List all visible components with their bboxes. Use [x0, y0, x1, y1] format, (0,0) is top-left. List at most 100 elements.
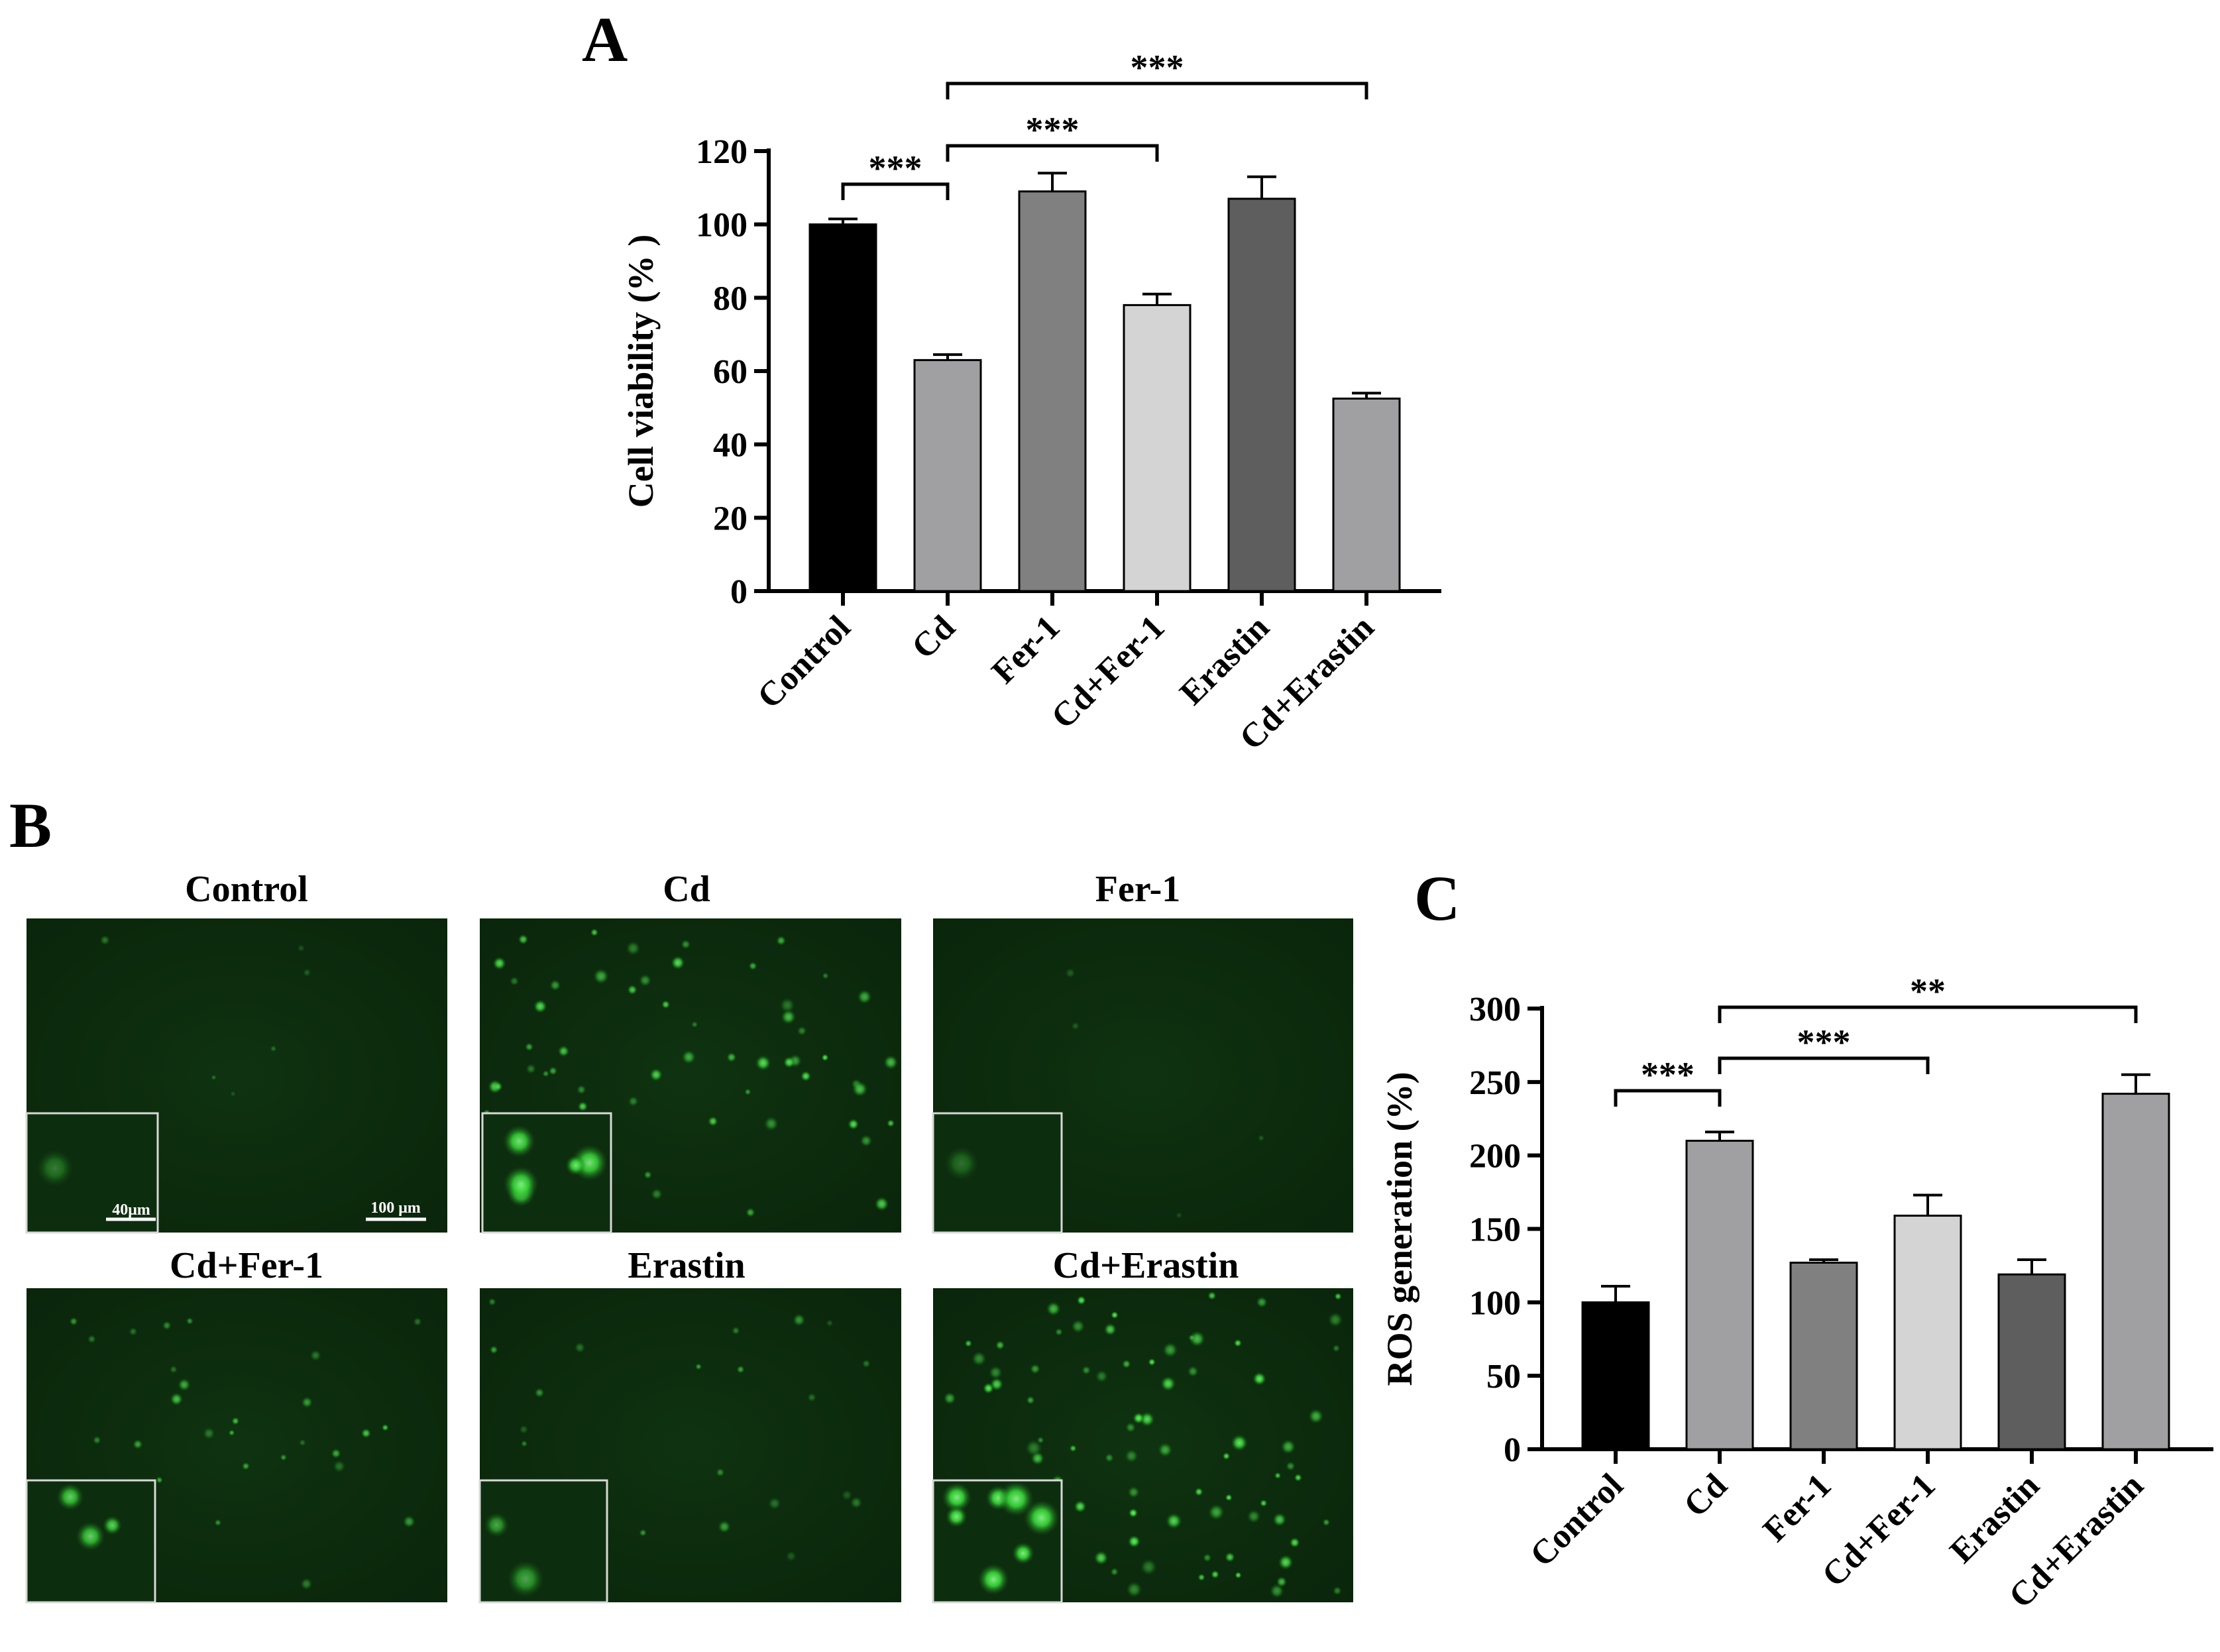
micrograph-title-cd-fer1: Cd+Fer-1 [170, 1245, 323, 1286]
fluorescent-cell [1074, 1500, 1087, 1513]
fluorescent-cell [129, 1327, 138, 1337]
fluorescent-cell [1231, 1434, 1248, 1451]
fluorescent-cell [577, 1101, 588, 1112]
bar-fer-1 [1018, 190, 1087, 592]
inset-scale-label: 40μm [112, 1201, 150, 1219]
fluorescent-cell [1233, 1339, 1243, 1347]
fluorescent-cell [781, 1009, 797, 1025]
fluorescent-cell [1176, 1211, 1183, 1219]
fluorescent-cell [1208, 1504, 1225, 1521]
x-category-label: Fer-1 [985, 608, 1068, 691]
fluorescent-cell [1122, 1359, 1131, 1369]
fluorescent-cell [557, 1045, 570, 1058]
x-category-label: Cd+Fer-1 [1815, 1466, 1943, 1594]
x-category-label: Cd [905, 608, 962, 666]
fluorescent-cell [593, 968, 609, 985]
fluorescent-cell [874, 1196, 889, 1211]
fluorescent-cell [736, 1365, 745, 1374]
fluorescent-cell [763, 1116, 779, 1131]
fluorescent-cell [533, 999, 547, 1014]
fluorescent-cell [850, 1496, 863, 1509]
fluorescent-cell [1286, 1461, 1296, 1471]
fluorescent-cell [1332, 1586, 1343, 1596]
inset-cell [944, 1146, 979, 1181]
significance-label: *** [1026, 110, 1080, 150]
fluorescent-cell [1093, 1551, 1109, 1565]
micrograph-title-erastin: Erastin [628, 1245, 745, 1286]
x-category-label: Control [1523, 1466, 1630, 1574]
fluorescent-cell [1166, 1513, 1182, 1529]
fluorescent-cell [1327, 1312, 1343, 1328]
fluorescent-cell [681, 1050, 696, 1065]
fluorescent-cell [649, 1068, 663, 1081]
fluorescent-cell [542, 1070, 550, 1077]
fluorescent-cell [309, 1349, 321, 1362]
fluorescent-cell [792, 1313, 806, 1327]
fluorescent-cell [1069, 1445, 1077, 1453]
fluorescent-cell [301, 1396, 313, 1408]
inset-cell [484, 1512, 509, 1537]
fluorescent-cell [627, 984, 638, 995]
bar-cd-erastin [1332, 398, 1401, 592]
fluorescent-cell [744, 1088, 751, 1095]
micrograph-title-cd-erastin: Cd+Erastin [1053, 1245, 1239, 1286]
fluorescent-cell [822, 972, 829, 979]
fluorescent-cell [695, 1363, 702, 1370]
fluorescent-cell [241, 1462, 250, 1470]
fluorescent-cell [852, 1081, 868, 1097]
fluorescent-cell [821, 1054, 829, 1062]
fluorescent-cell [716, 1468, 725, 1477]
fluorescent-cell [230, 1091, 237, 1097]
panel-letter-c: C [1414, 863, 1460, 934]
fluorescent-cell [681, 939, 691, 950]
fluorescent-cell [883, 1055, 899, 1070]
fluorescent-cell [1162, 1342, 1178, 1358]
significance-label: *** [1131, 48, 1184, 87]
fluorescent-cell [361, 1428, 371, 1439]
fluorescent-cell [708, 1116, 718, 1127]
fluorescent-cell [548, 1066, 558, 1075]
fluorescent-cell [1256, 1296, 1268, 1308]
y-tick-label: 120 [696, 133, 748, 171]
x-category-label: Erastin [1943, 1466, 2047, 1570]
fluorescent-cell [661, 1000, 671, 1009]
inset-cell [102, 1515, 122, 1535]
fluorescent-cell [1187, 1365, 1199, 1378]
zoom-inset [478, 1479, 608, 1604]
fluorescent-cell [162, 1321, 172, 1331]
fluorescent-cell [1188, 1334, 1195, 1341]
fluorescent-cell [69, 1317, 78, 1326]
fluorescent-cell [857, 989, 872, 1005]
inset-cell [56, 1483, 84, 1511]
bar-cd [913, 358, 982, 592]
x-category-label: Erastin [1173, 608, 1277, 712]
y-tick-label: 0 [1504, 1431, 1521, 1469]
fluorescent-cell [493, 1081, 503, 1091]
y-axis-title: Cell viability (% ) [621, 235, 661, 508]
micrograph-title-cd: Cd [663, 869, 710, 910]
bar-cd [1685, 1140, 1754, 1451]
fluorescent-cell [1103, 1323, 1117, 1336]
ros-generation-chart: 0 50 100 150 200 250 300 ROS generation (%) Cont… [1380, 971, 2213, 1616]
y-tick-label: 100 [696, 207, 748, 245]
panel-letter-b: B [9, 790, 52, 861]
bar-fer-1 [1789, 1261, 1858, 1451]
fluorescent-cell [726, 1052, 737, 1063]
fluorescent-cell [1259, 1499, 1268, 1508]
fluorescent-cell [99, 934, 111, 946]
fluorescent-cell [848, 1119, 860, 1130]
inset-cell [503, 1166, 539, 1202]
fluorescent-cell [1247, 1509, 1261, 1523]
fluorescent-cell [133, 1439, 143, 1450]
fluorescent-cell [800, 1070, 812, 1082]
fluorescent-cell [1127, 1535, 1140, 1548]
main-scale-label: 100 μm [370, 1199, 421, 1217]
fluorescent-cell [1054, 1328, 1063, 1337]
fluorescent-cell [169, 1365, 178, 1374]
fluorescent-cell [1334, 1292, 1342, 1301]
fluorescent-cell [492, 956, 506, 970]
bar-cd-fer-1 [1123, 303, 1192, 592]
y-tick-label: 20 [713, 500, 748, 537]
fluorescent-cell [1126, 1581, 1142, 1598]
